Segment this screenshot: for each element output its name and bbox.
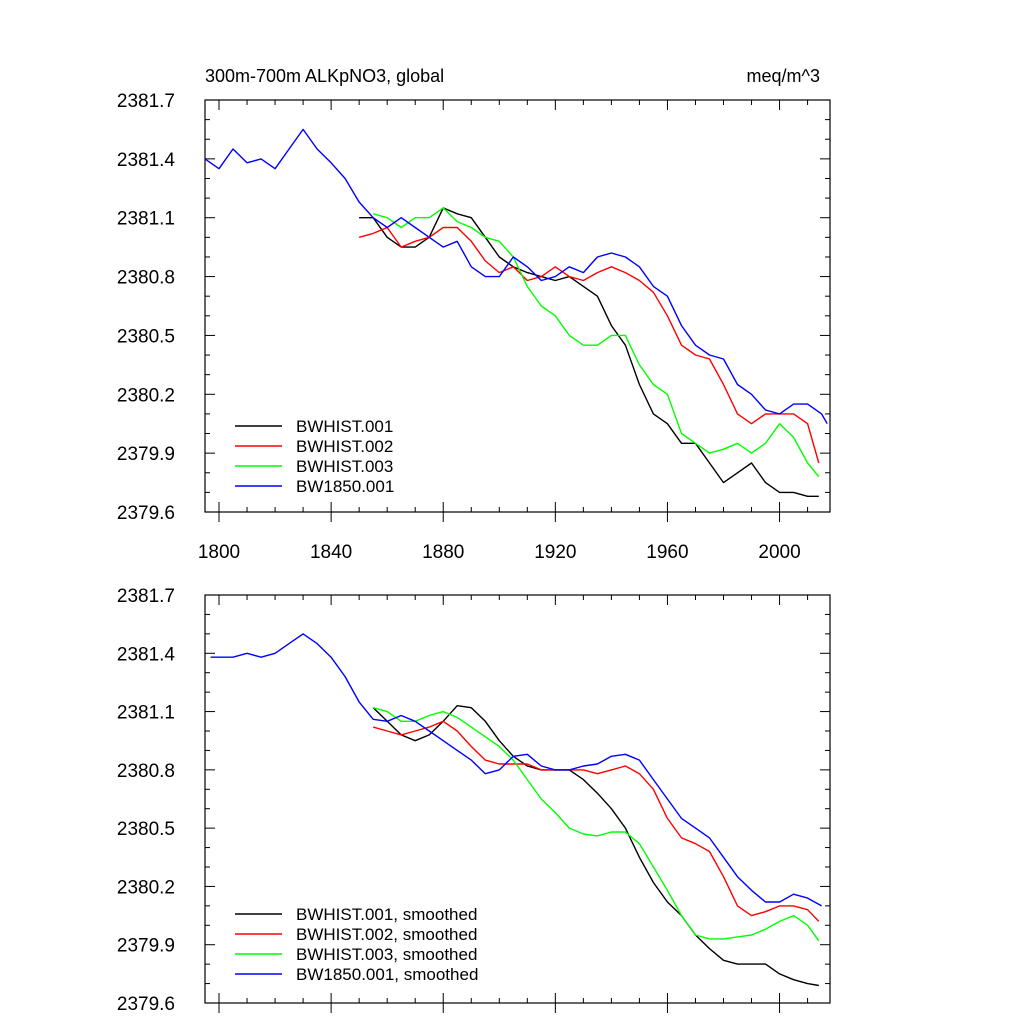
legend-label: BW1850.001 xyxy=(296,477,394,496)
y-tick-label: 2379.6 xyxy=(117,503,175,524)
y-tick-label: 2379.9 xyxy=(117,444,175,465)
series-line-3 xyxy=(373,707,820,942)
y-tick-label: 2380.5 xyxy=(117,819,175,840)
legend-label: BWHIST.001, smoothed xyxy=(296,905,477,924)
series-line-1 xyxy=(359,207,819,497)
plot-frame xyxy=(204,99,831,513)
series-line-2 xyxy=(358,226,820,464)
x-tick-label: 1920 xyxy=(534,542,576,563)
series-line-2 xyxy=(373,720,820,922)
y-tick-label: 2381.1 xyxy=(117,209,175,230)
y-tick-label: 2381.7 xyxy=(117,91,175,112)
y-tick-label: 2380.2 xyxy=(117,385,175,406)
series-line-1 xyxy=(372,705,819,987)
y-tick-label: 2381.7 xyxy=(117,586,175,607)
y-tick-label: 2381.1 xyxy=(117,703,175,724)
series-line-4 xyxy=(204,128,828,425)
legend-label: BWHIST.002 xyxy=(296,437,393,456)
y-tick-label: 2380.5 xyxy=(117,326,175,347)
legend-label: BW1850.001, smoothed xyxy=(296,965,478,984)
series-line-4 xyxy=(210,633,822,907)
chart-units: meq/m^3 xyxy=(747,66,820,86)
bottom-panel: 2379.6 2379.9 2380.2 2380.5 2380.8 2381.1 2381… xyxy=(117,586,831,1015)
y-tick-label: 2379.9 xyxy=(117,936,175,957)
legend-label: BWHIST.001 xyxy=(296,417,393,436)
y-tick-label: 2380.2 xyxy=(117,877,175,898)
legend-label: BWHIST.003 xyxy=(296,457,393,476)
legend-label: BWHIST.003, smoothed xyxy=(296,945,477,964)
y-tick-label: 2380.8 xyxy=(117,268,175,289)
x-tick-label: 1840 xyxy=(310,542,352,563)
x-tick-label: 2000 xyxy=(758,542,800,563)
legend-label: BWHIST.002, smoothed xyxy=(296,925,477,944)
plot-frame xyxy=(204,594,831,1004)
chart-title: 300m-700m ALKpNO3, global xyxy=(205,66,444,86)
y-tick-label: 2380.8 xyxy=(117,761,175,782)
x-tick-label: 1960 xyxy=(646,542,688,563)
x-tick-label: 1800 xyxy=(198,542,240,563)
y-tick-label: 2381.4 xyxy=(117,150,176,171)
y-tick-label: 2379.6 xyxy=(117,994,175,1015)
top-panel: 2379.6 2379.9 2380.2 2380.5 2380.8 2381.1 2381… xyxy=(117,66,831,563)
series-line-3 xyxy=(373,207,820,478)
y-tick-label: 2381.4 xyxy=(117,644,176,665)
x-tick-label: 1880 xyxy=(422,542,464,563)
